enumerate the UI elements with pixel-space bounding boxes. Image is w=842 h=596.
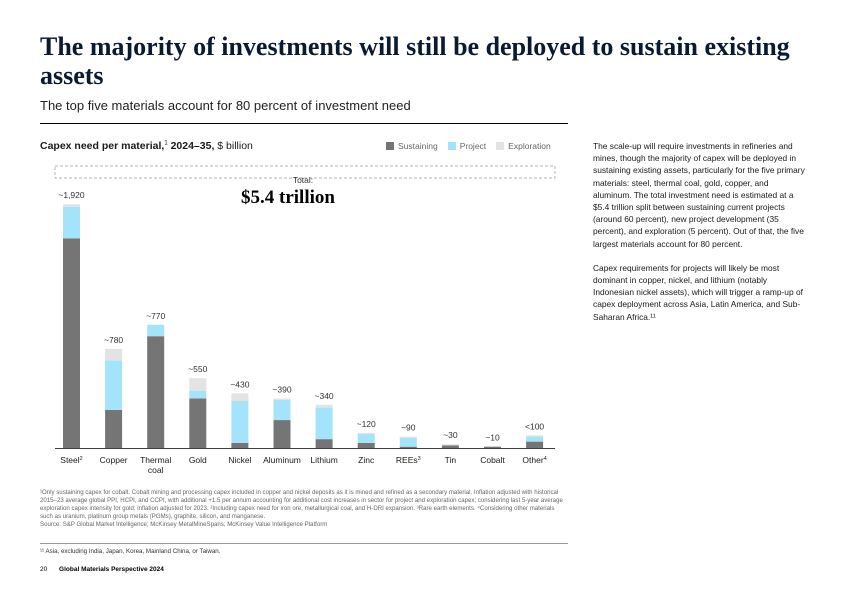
bar-aluminum-sustaining xyxy=(273,420,291,448)
bar-gold-project xyxy=(189,390,207,399)
legend-swatch-project xyxy=(447,142,456,150)
bar-thermal-coal-sustaining xyxy=(147,336,165,448)
total-label-other: <100 xyxy=(525,421,544,431)
bar-aluminum-project xyxy=(273,399,291,420)
legend-item-sustaining: Sustaining xyxy=(386,141,438,151)
x-tick-label-copper: Copper xyxy=(100,455,128,465)
page-subtitle: The top five materials account for 80 pe… xyxy=(40,98,411,113)
x-tick-sup-other: 4 xyxy=(544,456,547,462)
notes-source: Source: S&P Global Market Intelligence; … xyxy=(40,520,328,528)
legend-label-exploration: Exploration xyxy=(508,141,551,151)
total-label-thermal-coal: ~770 xyxy=(146,311,165,321)
bar-other-sustaining xyxy=(526,441,544,448)
x-tick-label-cobalt: Cobalt xyxy=(480,455,505,465)
x-tick-label-thermal-coal-0: Thermal xyxy=(140,455,171,465)
x-tick-label-tin: Tin xyxy=(445,455,457,465)
total-label-gold: ~550 xyxy=(188,364,207,374)
chart-label-unit: $ billion xyxy=(214,140,253,152)
legend-item-project: Project xyxy=(447,141,487,151)
total-bracket xyxy=(54,165,556,179)
x-tick-label-lithium: Lithium xyxy=(310,455,337,465)
total-label-steel: ~1,920 xyxy=(58,190,85,200)
bar-zinc-exploration xyxy=(357,432,375,435)
total-label-aluminum: ~390 xyxy=(272,385,291,395)
side-paragraph-2: Capex requirements for projects will lik… xyxy=(593,262,803,322)
bar-copper-sustaining xyxy=(105,409,123,448)
bar-copper-exploration xyxy=(105,348,123,361)
bar-steel-sustaining xyxy=(63,238,80,448)
bar-other-project xyxy=(526,436,544,442)
legend-item-exploration: Exploration xyxy=(496,141,551,151)
x-tick-label-rees: REEs3 xyxy=(396,455,421,465)
bar-rees-sustaining xyxy=(399,446,417,448)
legend-label-project: Project xyxy=(459,141,487,151)
total-label-tin: ~30 xyxy=(443,430,458,440)
total-label-copper: ~780 xyxy=(104,335,123,345)
total-label-zinc: ~120 xyxy=(357,419,376,429)
bar-rees-project xyxy=(399,437,417,447)
legend-label-sustaining: Sustaining xyxy=(398,141,438,151)
bar-zinc-sustaining xyxy=(357,442,375,448)
total-label-lithium: ~340 xyxy=(315,391,334,401)
total-label-rees: ~90 xyxy=(401,423,416,433)
capex-bar-chart: Total: $5.4 trillion ~1,920~780~770~550~… xyxy=(54,165,556,475)
chart-legend: Sustaining Project Exploration xyxy=(386,141,551,151)
page-number: 20 xyxy=(40,566,48,573)
bar-gold-exploration xyxy=(189,378,207,391)
bar-thermal-coal-project xyxy=(147,324,165,337)
footnote-divider xyxy=(40,543,568,544)
bar-steel-project xyxy=(63,206,80,239)
legend-swatch-sustaining xyxy=(386,142,394,150)
total-label-cobalt: ~10 xyxy=(485,433,500,443)
legend-swatch-exploration xyxy=(496,142,505,150)
bar-gold-sustaining xyxy=(189,398,207,448)
footnote: ¹¹ Asia, excluding India, Japan, Korea, … xyxy=(40,548,221,555)
chart-label-bold: Capex need per material, xyxy=(40,140,165,152)
total-value: $5.4 trillion xyxy=(241,187,335,208)
page-footer: 20 Global Materials Perspective 2024 xyxy=(40,566,164,573)
bar-nickel-exploration xyxy=(231,393,249,401)
x-tick-label-steel: Steel2 xyxy=(60,455,82,465)
bar-cobalt-sustaining xyxy=(484,446,501,448)
chart-label-years: 2024–35, xyxy=(167,140,215,152)
chart-label-sup: 1 xyxy=(164,140,168,147)
x-tick-sup-steel: 2 xyxy=(80,456,83,462)
bar-lithium-exploration xyxy=(315,404,333,408)
total-label: Total: xyxy=(293,175,313,185)
side-commentary: The scale-up will require investments in… xyxy=(593,140,808,335)
title-divider xyxy=(40,123,568,124)
x-tick-label-zinc: Zinc xyxy=(358,455,375,465)
notes-text: ¹Only sustaining capex for cobalt. Cobal… xyxy=(40,489,563,520)
bars-group: ~1,920 ~780 ~770 ~550 ~430 ~390 ~340 ~120 ~90 ~30… xyxy=(58,190,544,448)
publication-name: Global Materials Perspective 2024 xyxy=(59,566,164,573)
x-tick-sup-rees: 3 xyxy=(418,456,421,462)
bar-tin-exploration xyxy=(441,444,459,446)
bar-rees-exploration xyxy=(399,436,417,438)
x-tick-label-nickel: Nickel xyxy=(228,455,251,465)
bar-aluminum-exploration xyxy=(273,398,291,400)
x-tick-label-other: Other4 xyxy=(522,455,546,465)
chart-header: Capex need per material,1 2024–35, $ bil… xyxy=(40,140,253,152)
bar-copper-project xyxy=(105,360,123,410)
x-tick-label-aluminum: Aluminum xyxy=(263,455,301,465)
bar-tin-sustaining xyxy=(441,445,459,448)
page-title: The majority of investments will still b… xyxy=(40,32,790,90)
bar-zinc-project xyxy=(357,434,375,443)
bar-nickel-sustaining xyxy=(231,442,249,448)
bar-steel-exploration xyxy=(63,204,80,207)
bar-other-exploration xyxy=(526,435,544,437)
bar-lithium-sustaining xyxy=(315,439,333,448)
x-tick-label-thermal-coal-1: coal xyxy=(148,465,164,475)
bar-nickel-project xyxy=(231,401,249,443)
side-paragraph-1: The scale-up will require investments in… xyxy=(593,141,805,249)
x-tick-label-gold: Gold xyxy=(189,455,207,465)
total-label-nickel: ~430 xyxy=(230,379,249,389)
bar-lithium-project xyxy=(315,407,333,440)
chart-notes: ¹Only sustaining capex for cobalt. Cobal… xyxy=(40,489,566,529)
